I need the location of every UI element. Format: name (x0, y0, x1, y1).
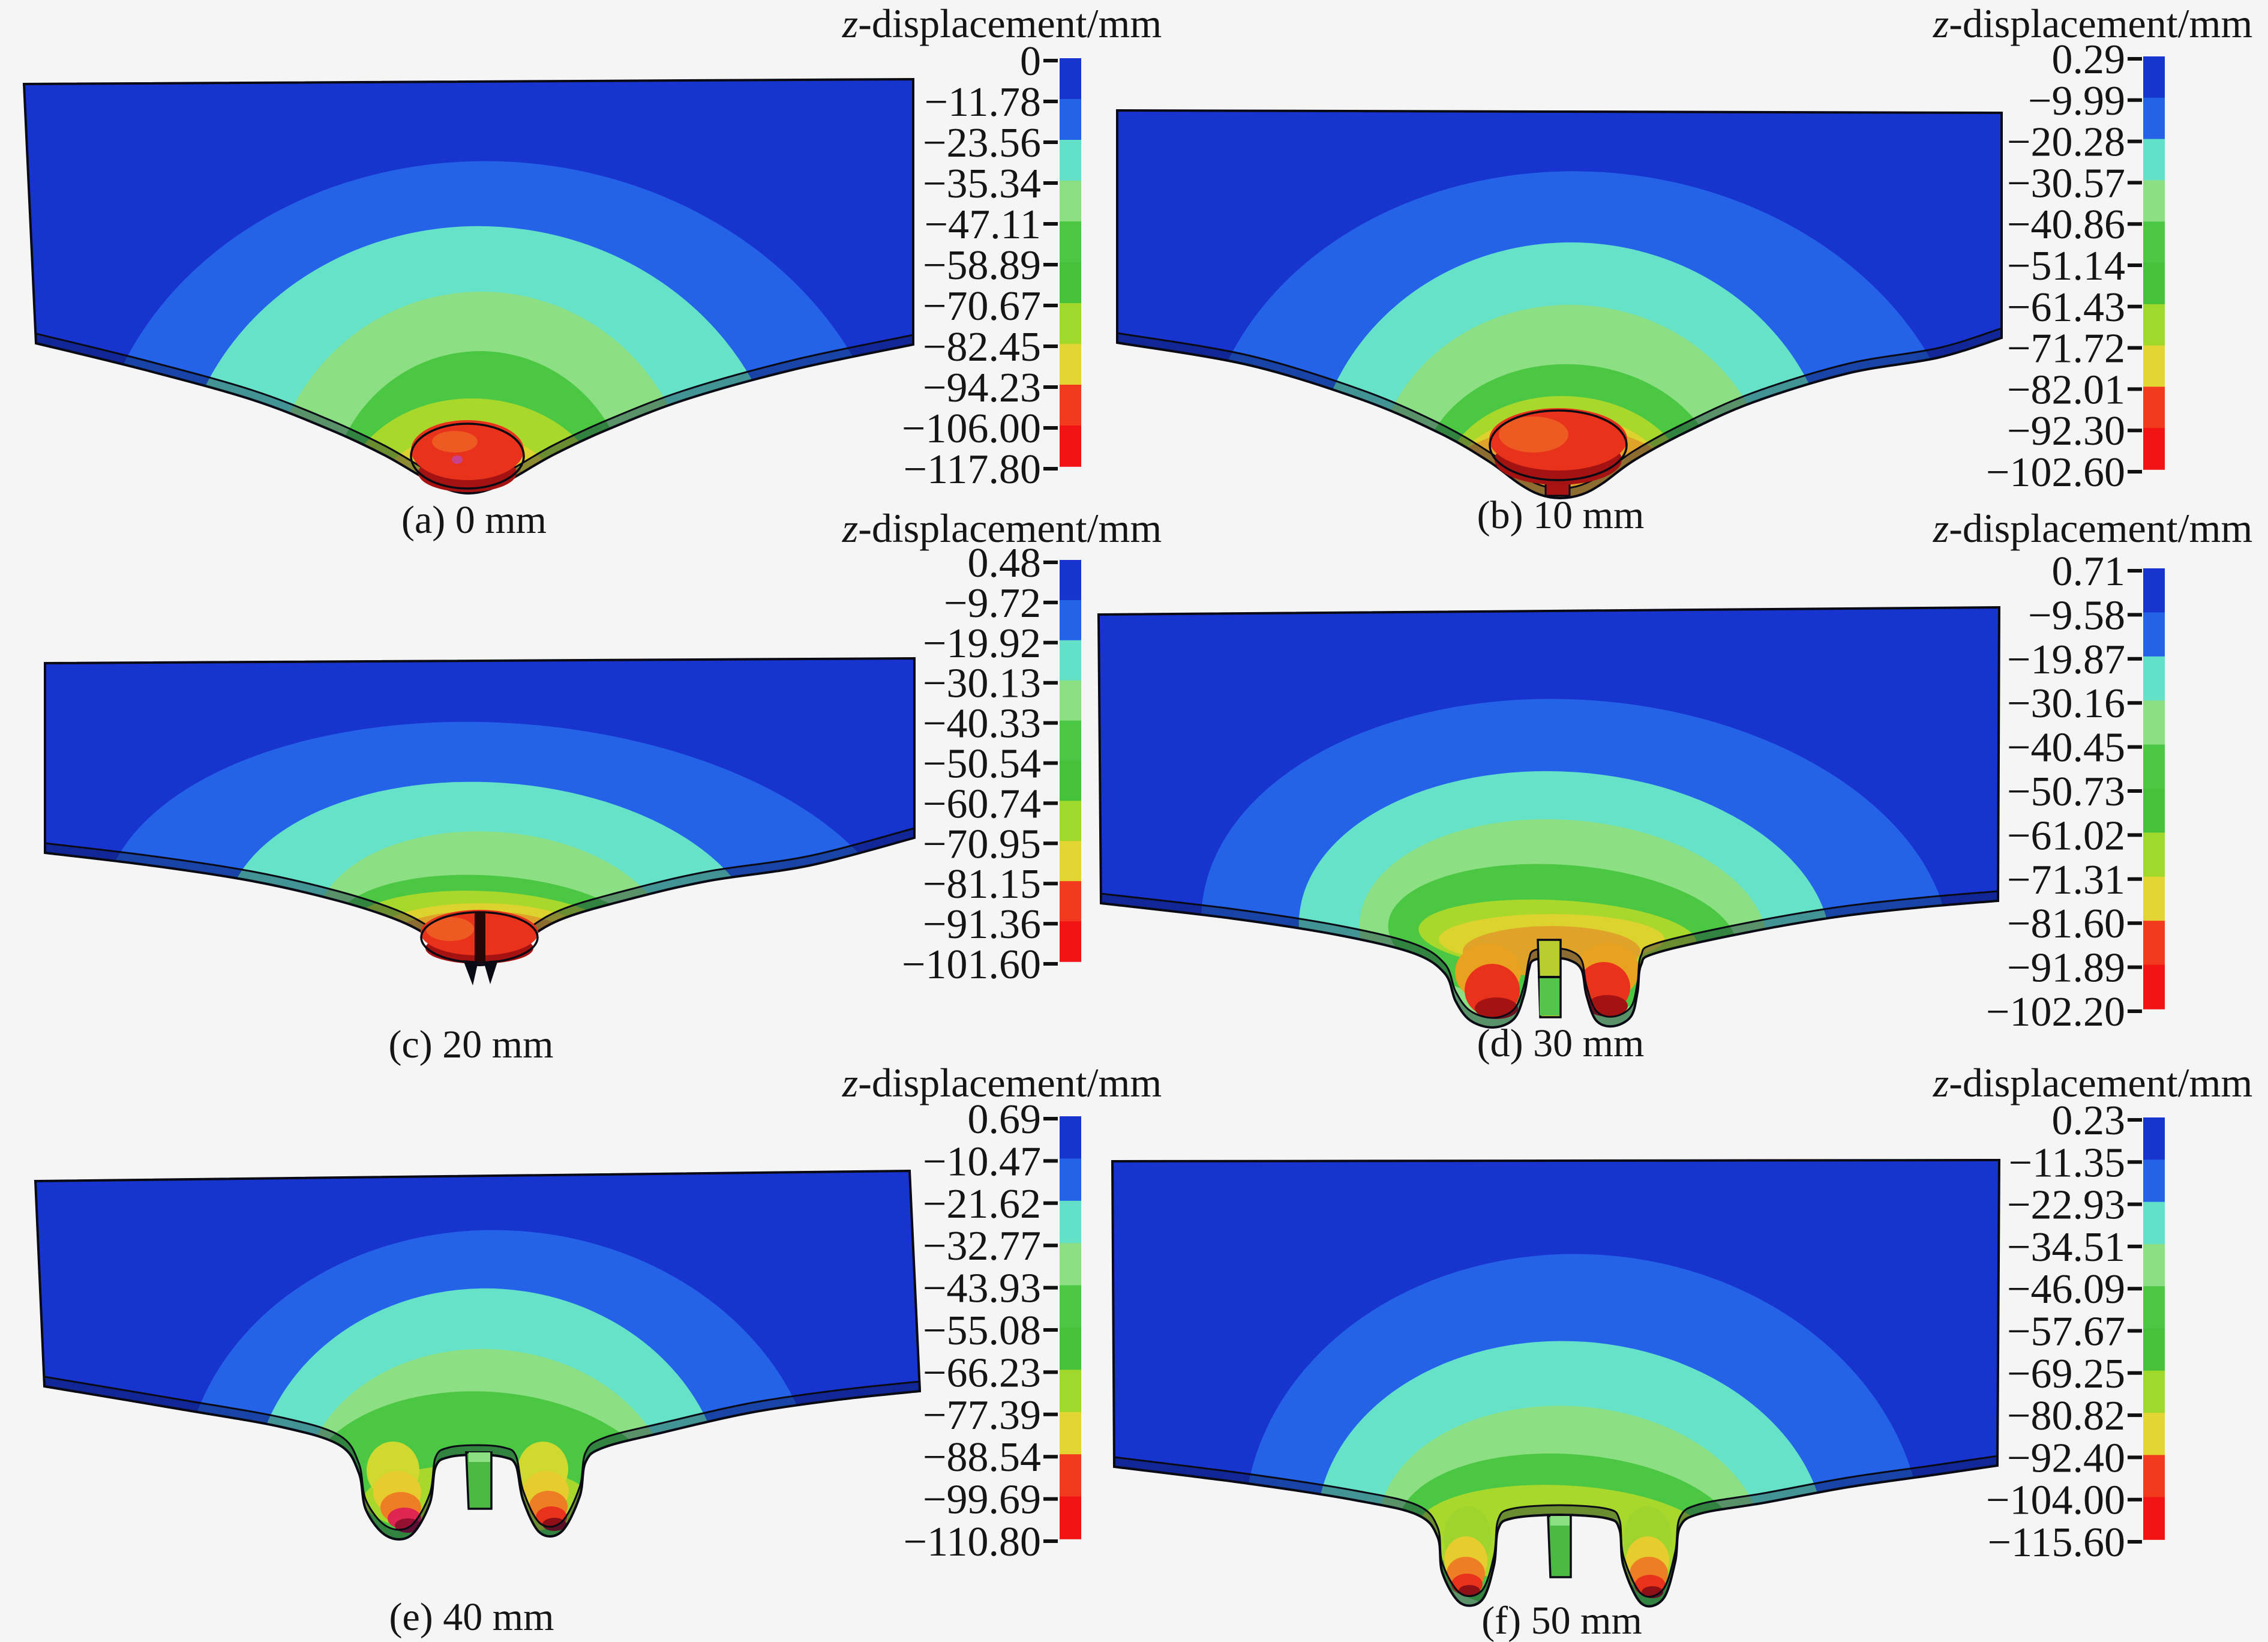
svg-text:−106.00: −106.00 (902, 406, 1041, 452)
svg-text:0.23: 0.23 (2052, 1098, 2126, 1144)
svg-text:z-displacement/mm: z-displacement/mm (1933, 1060, 2253, 1105)
svg-text:−70.67: −70.67 (923, 283, 1041, 329)
svg-text:−58.89: −58.89 (923, 242, 1041, 289)
svg-text:−9.72: −9.72 (944, 580, 1041, 627)
svg-text:−50.54: −50.54 (923, 741, 1041, 787)
svg-text:−94.23: −94.23 (923, 365, 1041, 411)
svg-text:−60.74: −60.74 (923, 781, 1041, 827)
svg-text:0.48: 0.48 (968, 540, 1042, 586)
svg-text:−19.92: −19.92 (923, 621, 1041, 667)
svg-text:(a) 0 mm: (a) 0 mm (401, 498, 547, 542)
svg-text:−30.57: −30.57 (2007, 160, 2125, 206)
svg-text:−40.45: −40.45 (2007, 725, 2125, 771)
svg-text:−20.28: −20.28 (2007, 119, 2125, 166)
svg-text:−30.16: −30.16 (2007, 681, 2125, 727)
svg-text:−9.99: −9.99 (2028, 78, 2125, 124)
svg-text:z-displacement/mm: z-displacement/mm (1933, 1, 2253, 46)
svg-text:−77.39: −77.39 (923, 1392, 1041, 1439)
svg-text:−61.43: −61.43 (2007, 284, 2125, 331)
svg-text:−50.73: −50.73 (2007, 769, 2125, 815)
svg-text:−22.93: −22.93 (2007, 1182, 2125, 1228)
svg-text:−91.89: −91.89 (2007, 945, 2125, 991)
svg-text:−55.08: −55.08 (923, 1308, 1041, 1354)
svg-text:−115.60: −115.60 (1988, 1520, 2125, 1566)
svg-text:−81.15: −81.15 (923, 861, 1041, 907)
svg-text:−102.20: −102.20 (1986, 989, 2125, 1035)
svg-text:−92.40: −92.40 (2007, 1435, 2125, 1481)
svg-text:−69.25: −69.25 (2007, 1351, 2125, 1397)
svg-text:(c) 20 mm: (c) 20 mm (389, 1023, 554, 1066)
svg-text:−71.72: −71.72 (2007, 326, 2125, 372)
svg-text:−80.82: −80.82 (2007, 1393, 2125, 1439)
svg-text:(d) 30 mm: (d) 30 mm (1477, 1021, 1645, 1065)
svg-text:−34.51: −34.51 (2007, 1224, 2125, 1271)
svg-text:−51.14: −51.14 (2007, 243, 2125, 289)
svg-text:0.69: 0.69 (968, 1096, 1042, 1143)
svg-text:−47.11: −47.11 (925, 202, 1041, 248)
svg-text:−101.60: −101.60 (902, 942, 1041, 988)
svg-text:−19.87: −19.87 (2007, 637, 2125, 683)
svg-text:(f) 50 mm: (f) 50 mm (1481, 1599, 1642, 1642)
svg-text:(e) 40 mm: (e) 40 mm (389, 1595, 554, 1639)
svg-text:−82.01: −82.01 (2007, 367, 2125, 413)
svg-text:−71.31: −71.31 (2007, 857, 2125, 903)
svg-text:−70.95: −70.95 (923, 821, 1041, 867)
svg-text:−88.54: −88.54 (923, 1434, 1041, 1481)
svg-text:−61.02: −61.02 (2007, 813, 2125, 859)
svg-text:−23.56: −23.56 (923, 120, 1041, 166)
svg-text:−11.35: −11.35 (2009, 1140, 2125, 1186)
svg-text:0.29: 0.29 (2052, 37, 2126, 83)
svg-text:(b) 10 mm: (b) 10 mm (1477, 493, 1645, 537)
svg-text:−40.86: −40.86 (2007, 202, 2125, 248)
svg-text:0: 0 (1020, 38, 1041, 85)
svg-text:−66.23: −66.23 (923, 1350, 1041, 1396)
svg-text:−9.58: −9.58 (2028, 592, 2125, 639)
svg-text:−57.67: −57.67 (2007, 1309, 2125, 1355)
svg-text:−82.45: −82.45 (923, 324, 1041, 370)
svg-text:−99.69: −99.69 (923, 1477, 1041, 1523)
svg-text:0.71: 0.71 (2052, 549, 2126, 595)
svg-text:−104.00: −104.00 (1986, 1478, 2125, 1524)
svg-text:−110.80: −110.80 (904, 1519, 1041, 1565)
svg-text:−10.47: −10.47 (923, 1138, 1041, 1185)
svg-text:−81.60: −81.60 (2007, 901, 2125, 947)
svg-text:−92.30: −92.30 (2007, 408, 2125, 454)
svg-text:−11.78: −11.78 (925, 79, 1041, 125)
svg-text:−46.09: −46.09 (2007, 1266, 2125, 1313)
svg-text:z-displacement/mm: z-displacement/mm (842, 1, 1162, 46)
svg-text:−30.13: −30.13 (923, 661, 1041, 707)
svg-text:−102.60: −102.60 (1986, 450, 2125, 496)
svg-text:−40.33: −40.33 (923, 701, 1041, 747)
svg-text:z-displacement/mm: z-displacement/mm (842, 505, 1162, 551)
svg-text:−91.36: −91.36 (923, 901, 1041, 948)
svg-text:−43.93: −43.93 (923, 1266, 1041, 1312)
svg-text:−21.62: −21.62 (923, 1181, 1041, 1227)
svg-text:z-displacement/mm: z-displacement/mm (842, 1060, 1162, 1105)
svg-text:−32.77: −32.77 (923, 1223, 1041, 1269)
svg-text:−117.80: −117.80 (904, 447, 1041, 493)
svg-text:z-displacement/mm: z-displacement/mm (1933, 505, 2253, 551)
svg-text:−35.34: −35.34 (923, 161, 1041, 207)
